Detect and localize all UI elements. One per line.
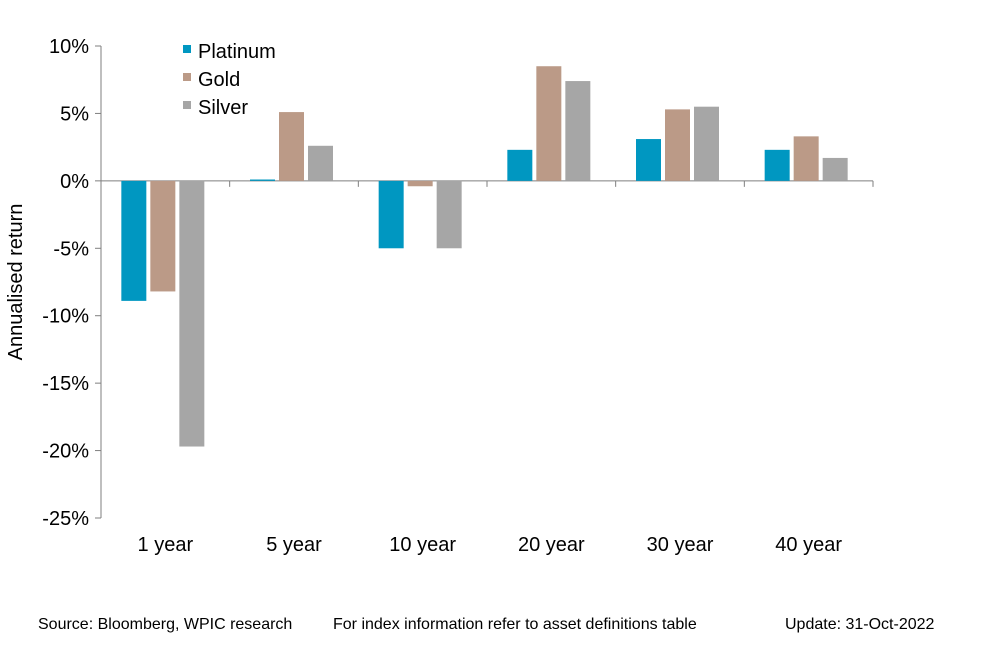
bar-gold-1-year xyxy=(150,180,176,292)
legend-label-silver: Silver xyxy=(198,97,248,119)
bar-platinum-20-year xyxy=(507,149,533,181)
y-tick-label: -5% xyxy=(53,238,89,260)
y-tick-label: -25% xyxy=(42,508,89,530)
bars xyxy=(121,66,848,447)
x-tick-label: 20 year xyxy=(518,534,585,556)
axes xyxy=(95,45,874,519)
bar-gold-10-year xyxy=(407,180,433,187)
y-tick-label: 10% xyxy=(49,36,89,58)
x-tick-label: 5 year xyxy=(266,534,322,556)
bar-silver-1-year xyxy=(179,180,205,447)
bar-silver-5-year xyxy=(308,145,333,181)
bar-silver-40-year xyxy=(822,157,848,181)
x-tick-label: 30 year xyxy=(647,534,714,556)
y-tick-label: 5% xyxy=(60,103,89,125)
legend-swatch-silver xyxy=(183,101,191,109)
bar-gold-30-year xyxy=(665,109,690,181)
bar-gold-40-year xyxy=(793,136,819,181)
y-tick-label: -20% xyxy=(42,441,89,463)
x-tick-label: 40 year xyxy=(775,534,842,556)
bar-platinum-30-year xyxy=(636,139,661,181)
y-tick-labels: 10% 5% 0% -5% -10% -15% -20% -25% xyxy=(42,36,89,530)
legend: Platinum Gold Silver xyxy=(183,41,276,119)
bar-platinum-5-year xyxy=(250,179,275,181)
bar-gold-20-year xyxy=(536,66,562,181)
index-note: For index information refer to asset def… xyxy=(333,616,697,633)
bar-silver-20-year xyxy=(565,81,591,181)
legend-label-platinum: Platinum xyxy=(198,41,276,63)
bar-platinum-1-year xyxy=(121,180,147,301)
x-tick-labels: 1 year 5 year 10 year 20 year 30 year 40 year xyxy=(138,534,843,556)
bar-chart: Annualised return 10% 5% 0% -5% -10% -15% -20%… xyxy=(5,36,874,556)
y-tick-label: -15% xyxy=(42,373,89,395)
bar-gold-5-year xyxy=(279,112,304,181)
x-tick-label: 10 year xyxy=(389,534,456,556)
y-axis-label: Annualised return xyxy=(5,204,27,361)
bar-silver-30-year xyxy=(694,106,719,181)
x-tick-label: 1 year xyxy=(138,534,194,556)
y-tick-label: 0% xyxy=(60,171,89,193)
legend-label-gold: Gold xyxy=(198,69,240,91)
bar-platinum-10-year xyxy=(378,180,404,249)
bar-silver-10-year xyxy=(436,180,462,249)
source-note: Source: Bloomberg, WPIC research xyxy=(38,616,293,633)
bar-platinum-40-year xyxy=(764,149,790,181)
legend-swatch-gold xyxy=(183,73,191,81)
y-tick-label: -10% xyxy=(42,306,89,328)
legend-swatch-platinum xyxy=(183,45,191,53)
update-date: Update: 31-Oct-2022 xyxy=(785,616,935,633)
